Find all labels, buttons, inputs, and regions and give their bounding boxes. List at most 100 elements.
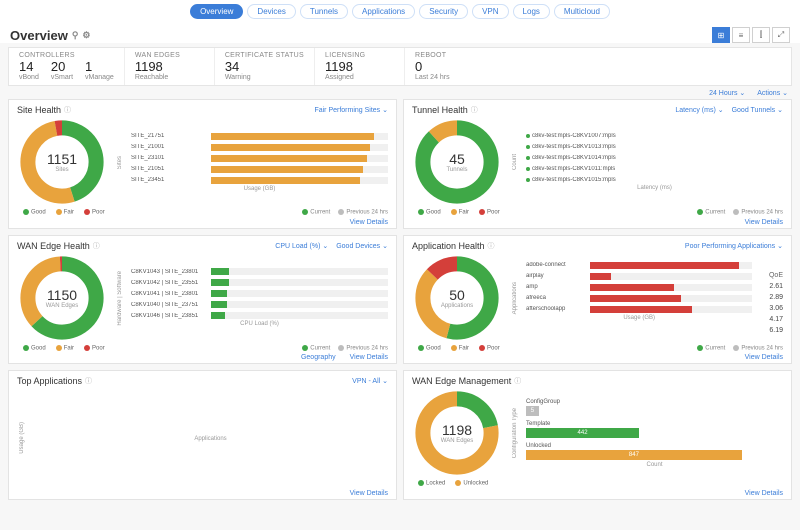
app-bar-row[interactable]: adobe-connect bbox=[526, 262, 752, 269]
tunnel-health-donut[interactable]: 45Tunnels bbox=[412, 117, 502, 207]
tunnel-latency-filter[interactable]: Latency (ms) ⌄ bbox=[675, 106, 723, 114]
tunnel-sub: Tunnels bbox=[446, 167, 467, 173]
view-details-link[interactable]: View Details bbox=[350, 490, 388, 497]
summary-cell[interactable]: CONTROLLERS14vBond20vSmart1vManage bbox=[9, 48, 125, 85]
view-toggle-btn[interactable]: ⊞ bbox=[712, 27, 730, 43]
hbar-row[interactable]: SITE_23451 bbox=[131, 177, 388, 184]
hbar-row[interactable]: SITE_23101 bbox=[131, 155, 388, 162]
wan-edge-health-title: WAN Edge Health bbox=[17, 241, 90, 251]
wan-edge-bars: C8KV1043 | SITE_23801 C8KV1042 | SITE_235… bbox=[131, 268, 388, 319]
info-icon[interactable]: ⓘ bbox=[64, 105, 71, 115]
view-details-link[interactable]: View Details bbox=[745, 490, 783, 497]
timeline-item: Previous 24 hrs bbox=[733, 345, 783, 352]
view-toggle-btn[interactable]: ≡ bbox=[732, 27, 750, 43]
hbar-row[interactable]: C8KV1043 | SITE_23801 bbox=[131, 268, 388, 275]
info-icon[interactable]: ⓘ bbox=[471, 105, 478, 115]
app-health-donut[interactable]: 50Applications bbox=[412, 253, 502, 343]
nav-tab-overview[interactable]: Overview bbox=[190, 4, 243, 19]
site-health-count: 1151 bbox=[47, 151, 77, 167]
qoe-value: 6.19 bbox=[758, 327, 783, 334]
view-details-link[interactable]: View Details bbox=[745, 219, 783, 226]
hbar-row[interactable]: SITE_21051 bbox=[131, 166, 388, 173]
hbar-row[interactable]: C8KV1041 | SITE_23801 bbox=[131, 290, 388, 297]
info-icon[interactable]: ⓘ bbox=[488, 241, 495, 251]
hbar-row[interactable]: C8KV1046 | SITE_23851 bbox=[131, 312, 388, 319]
info-icon[interactable]: ⓘ bbox=[85, 376, 92, 386]
nav-tab-devices[interactable]: Devices bbox=[247, 4, 295, 19]
summary-cell[interactable]: CERTIFICATE STATUS34Warning bbox=[215, 48, 315, 85]
app-bar-row[interactable]: airplay bbox=[526, 273, 752, 280]
info-icon[interactable]: ⓘ bbox=[93, 241, 100, 251]
site-health-donut[interactable]: 1151Sites bbox=[17, 117, 107, 207]
tunnel-count: 45 bbox=[449, 151, 465, 167]
cpu-load-filter[interactable]: CPU Load (%) ⌄ bbox=[275, 242, 328, 250]
legend-item: Fair bbox=[451, 345, 469, 352]
legend-item: Good bbox=[23, 209, 46, 216]
timeline-legend: Current Previous 24 hrs bbox=[691, 343, 783, 353]
hbar-row[interactable]: C8KV1042 | SITE_23551 bbox=[131, 279, 388, 286]
wan-edge-donut[interactable]: 1150WAN Edges bbox=[17, 253, 107, 343]
site-health-filter[interactable]: Fair Performing Sites ⌄ bbox=[314, 106, 388, 114]
nav-tab-security[interactable]: Security bbox=[419, 4, 468, 19]
app-bars: adobe-connect airplay amp afreeca afterschoo… bbox=[526, 262, 752, 313]
page-title: Overview ⚲ ⚙ bbox=[10, 28, 91, 43]
hbar-row[interactable]: C8KV1040 | SITE_23751 bbox=[131, 301, 388, 308]
nav-tab-vpn[interactable]: VPN bbox=[472, 4, 508, 19]
header-row: Overview ⚲ ⚙ ⊞≡⫿⤢ bbox=[0, 23, 800, 43]
view-details-link[interactable]: View Details bbox=[745, 354, 783, 361]
wan-mgmt-sub: WAN Edges bbox=[441, 438, 473, 444]
nav-tab-tunnels[interactable]: Tunnels bbox=[300, 4, 348, 19]
vpn-filter[interactable]: VPN - All ⌄ bbox=[352, 377, 388, 385]
legend-gfp: GoodFairPoor bbox=[412, 343, 500, 353]
geography-link[interactable]: Geography bbox=[301, 354, 336, 361]
app-bar-row[interactable]: afreeca bbox=[526, 295, 752, 302]
timeline-item: Current bbox=[697, 209, 725, 216]
view-toggle-btn[interactable]: ⫿ bbox=[752, 27, 770, 43]
view-toggle-btn[interactable]: ⤢ bbox=[772, 27, 790, 43]
legend-gfp: GoodFairPoor bbox=[17, 207, 105, 217]
app-bar-row[interactable]: afterschoolapp bbox=[526, 306, 752, 313]
nav-tab-logs[interactable]: Logs bbox=[513, 4, 550, 19]
nav-tab-multicloud[interactable]: Multicloud bbox=[554, 4, 610, 19]
timeline-item: Current bbox=[697, 345, 725, 352]
summary-row: CONTROLLERS14vBond20vSmart1vManageWAN ED… bbox=[8, 47, 792, 86]
tunnel-row[interactable]: c8kv-test:mpls-C8KV1013:mpls bbox=[526, 144, 783, 150]
summary-cell[interactable]: LICENSING1198Assigned bbox=[315, 48, 405, 85]
app-xaxis: Usage (GB) bbox=[526, 315, 752, 321]
hbar-row[interactable]: SITE_21001 bbox=[131, 144, 388, 151]
tunnel-row[interactable]: c8kv-test:mpls-C8KV1007:mpls bbox=[526, 133, 783, 139]
tunnel-quality-filter[interactable]: Good Tunnels ⌄ bbox=[732, 106, 783, 114]
time-range-dropdown[interactable]: 24 Hours ⌄ bbox=[709, 90, 745, 97]
legend-item: Locked bbox=[418, 480, 445, 487]
tunnel-row[interactable]: c8kv-test:mpls-C8KV1014:mpls bbox=[526, 155, 783, 161]
hbar-row[interactable]: SITE_21751 bbox=[131, 133, 388, 140]
tunnel-row[interactable]: c8kv-test:mpls-C8KV1015:mpls bbox=[526, 177, 783, 183]
nav-tab-applications[interactable]: Applications bbox=[352, 4, 415, 19]
wan-mgmt-bars: ConfigGroup5 Template442 Unlocked847 bbox=[526, 399, 783, 460]
mgmt-row[interactable]: Unlocked847 bbox=[526, 443, 783, 460]
actions-dropdown[interactable]: Actions ⌄ bbox=[757, 90, 788, 97]
mgmt-row[interactable]: Template442 bbox=[526, 421, 783, 438]
tunnel-list: c8kv-test:mpls-C8KV1007:mpls c8kv-test:mp… bbox=[526, 133, 783, 183]
view-details-link[interactable]: View Details bbox=[350, 219, 388, 226]
summary-cell[interactable]: REBOOT0Last 24 hrs bbox=[405, 48, 495, 85]
pin-icon[interactable]: ⚲ bbox=[72, 30, 79, 41]
app-bar-row[interactable]: amp bbox=[526, 284, 752, 291]
summary-cell[interactable]: WAN EDGES1198Reachable bbox=[125, 48, 215, 85]
app-health-filter[interactable]: Poor Performing Applications ⌄ bbox=[685, 242, 783, 250]
search-icon[interactable]: ⚙ bbox=[82, 30, 90, 41]
wan-mgmt-donut[interactable]: 1198WAN Edges bbox=[412, 388, 502, 478]
qoe-value: 2.61 bbox=[758, 283, 783, 290]
good-devices-filter[interactable]: Good Devices ⌄ bbox=[336, 242, 388, 250]
timeline-item: Current bbox=[302, 345, 330, 352]
legend-item: Unlocked bbox=[455, 480, 488, 487]
mgmt-row[interactable]: ConfigGroup5 bbox=[526, 399, 783, 416]
legend-gfp: GoodFairPoor bbox=[412, 207, 500, 217]
wan-mgmt-count: 1198 bbox=[442, 422, 472, 438]
view-details-link[interactable]: View Details bbox=[350, 354, 388, 361]
tunnel-row[interactable]: c8kv-test:mpls-C8KV1011:mpls bbox=[526, 166, 783, 172]
global-toolbar: 24 Hours ⌄ Actions ⌄ bbox=[0, 86, 800, 99]
top-apps-xaxis: Applications bbox=[33, 436, 388, 442]
info-icon[interactable]: ⓘ bbox=[514, 376, 521, 386]
legend-item: Poor bbox=[84, 345, 105, 352]
